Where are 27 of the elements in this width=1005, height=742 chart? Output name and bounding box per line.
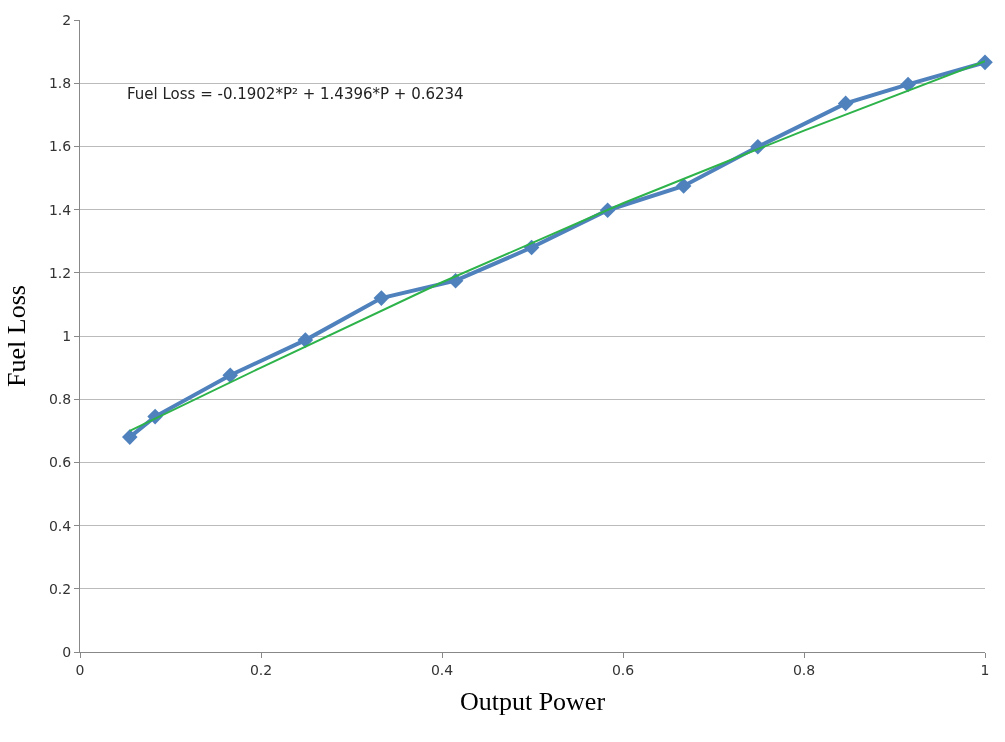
y-tick-label: 0.8 xyxy=(48,391,72,408)
x-tick-label: 0 xyxy=(75,661,85,678)
point xyxy=(900,76,916,93)
x-tick-label: 0.4 xyxy=(430,661,454,678)
point xyxy=(675,178,692,194)
point xyxy=(222,367,239,383)
y-tick-label: 0 xyxy=(62,643,72,660)
point xyxy=(297,332,314,348)
point xyxy=(373,290,390,306)
x-tick-label: 0.6 xyxy=(611,661,635,678)
x-axis-title: Output Power xyxy=(459,687,606,717)
y-tick-label: 0.6 xyxy=(48,454,72,471)
y-tick-label: 0.2 xyxy=(48,580,72,597)
y-tick-label: 2 xyxy=(62,11,72,28)
x-tick-label: 1 xyxy=(980,661,990,678)
x-tick-label: 0.8 xyxy=(792,661,816,678)
y-tick-label: 1.6 xyxy=(48,138,72,155)
y-tick-label: 0.4 xyxy=(48,517,72,534)
point xyxy=(837,95,854,112)
y-axis-title: Fuel Loss xyxy=(2,285,32,387)
y-tick-label: 1.2 xyxy=(48,264,72,281)
point xyxy=(121,429,138,445)
y-tick-label: 1.8 xyxy=(48,75,72,92)
x-tick-label: 0.2 xyxy=(249,661,273,678)
y-tick-label: 1 xyxy=(62,327,72,344)
annotation: Fuel Loss = -0.1902*P² + 1.4396*P + 0.6234 xyxy=(127,85,464,103)
y-tick-label: 1.4 xyxy=(48,201,72,218)
